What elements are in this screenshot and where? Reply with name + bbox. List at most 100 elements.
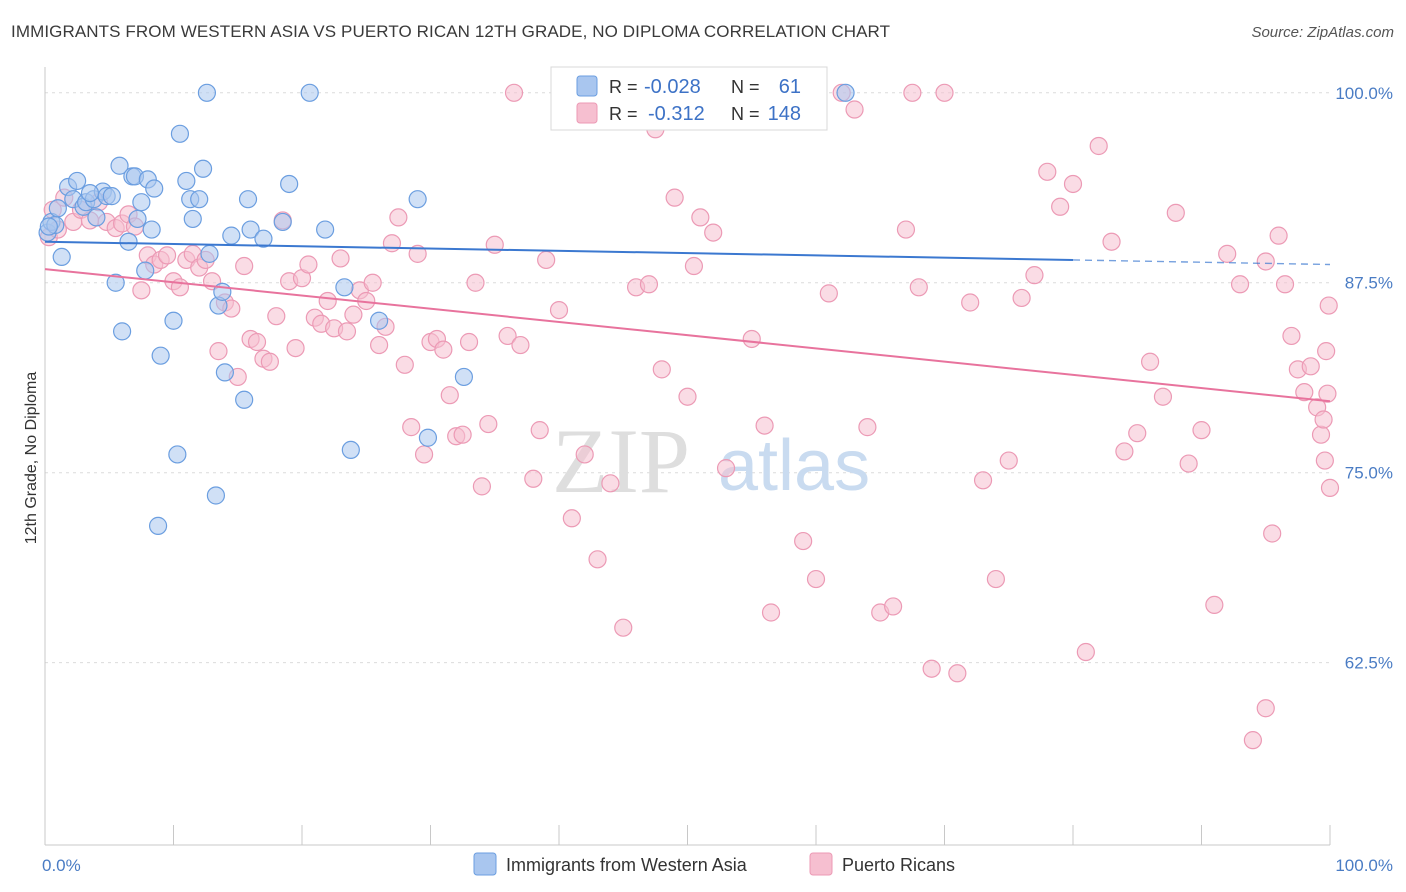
puerto-ricans-point — [466, 273, 485, 292]
puerto-ricans-point — [1012, 288, 1031, 308]
legend-n-label-1: N = — [731, 77, 760, 97]
puerto-ricans-point — [434, 340, 453, 359]
trendlines — [44, 240, 1331, 403]
western-asia-point — [200, 244, 219, 263]
puerto-ricans-point — [260, 352, 279, 371]
puerto-ricans-point — [755, 416, 774, 435]
legend-r-value-2: -0.312 — [648, 103, 705, 125]
puerto-ricans-point — [286, 338, 305, 358]
western-asia-point — [215, 363, 234, 382]
legend-r-value-1: -0.028 — [644, 76, 701, 98]
bottom-legend-label-western-asia: Immigrants from Western Asia — [506, 855, 748, 875]
x-tick-label-1: 100.0% — [1335, 856, 1393, 875]
puerto-ricans-point — [453, 425, 472, 444]
puerto-ricans-point — [1038, 162, 1057, 181]
puerto-ricans-point — [761, 603, 781, 622]
trendline-puerto-ricans — [44, 268, 1331, 403]
bottom-legend-swatch-blue — [473, 852, 497, 876]
bottom-legend-label-puerto-ricans: Puerto Ricans — [842, 855, 955, 875]
legend-r-label-2: R = — [609, 104, 638, 124]
puerto-ricans-point — [1128, 424, 1147, 443]
puerto-ricans-point — [1319, 296, 1338, 315]
western-asia-point — [142, 220, 161, 239]
puerto-ricans-point — [704, 223, 723, 242]
western-asia-point — [87, 208, 106, 227]
legend-n-value-1: 61 — [779, 76, 801, 98]
puerto-ricans-point — [691, 208, 710, 227]
puerto-ricans-point — [402, 418, 421, 437]
puerto-ricans-point — [132, 281, 151, 300]
western-asia-point — [145, 179, 164, 198]
puerto-ricans-point — [498, 326, 517, 346]
puerto-ricans-point — [504, 83, 524, 102]
western-asia-point — [280, 174, 299, 194]
puerto-ricans-point — [922, 659, 941, 678]
puerto-ricans-point — [408, 244, 427, 263]
legend: R = -0.028 N = 61 R = -0.312 N = 148 — [550, 66, 828, 131]
western-asia-point — [132, 193, 151, 212]
western-asia-point — [177, 171, 196, 191]
puerto-ricans-point — [1063, 174, 1083, 194]
puerto-ricans-point — [337, 322, 357, 341]
puerto-ricans-point — [1166, 203, 1185, 222]
puerto-ricans-point — [678, 387, 697, 406]
puerto-ricans-point — [903, 83, 922, 102]
western-asia-point — [222, 226, 241, 245]
y-tick-label-2: 87.5% — [1345, 274, 1393, 293]
puerto-ricans-point — [1320, 478, 1340, 497]
puerto-ricans-point — [524, 469, 543, 488]
y-tick-label-3: 100.0% — [1335, 84, 1393, 103]
western-asia-point — [106, 273, 125, 292]
puerto-ricans-point — [1230, 275, 1250, 294]
western-asia-point — [112, 322, 132, 341]
puerto-ricans-point — [1115, 442, 1134, 461]
puerto-ricans-point — [1256, 699, 1275, 718]
western-asia-points — [38, 83, 855, 535]
puerto-ricans-point — [948, 664, 967, 683]
western-asia-point — [254, 229, 273, 248]
puerto-ricans-point — [1243, 731, 1263, 750]
puerto-ricans-point — [961, 293, 980, 312]
puerto-ricans-point — [479, 414, 498, 434]
puerto-ricans-point — [440, 386, 459, 405]
western-asia-point — [190, 190, 209, 209]
western-asia-point — [102, 187, 121, 206]
puerto-ricans-point — [1179, 454, 1198, 473]
puerto-ricans-point — [511, 335, 530, 355]
y-tick-label-0: 62.5% — [1345, 654, 1393, 673]
puerto-ricans-point — [549, 300, 569, 320]
western-asia-point — [370, 311, 389, 330]
puerto-ricans-point — [1025, 266, 1044, 285]
puerto-ricans-point — [370, 335, 389, 355]
puerto-ricans-point — [1314, 410, 1333, 429]
western-asia-point — [148, 516, 168, 535]
western-asia-point — [300, 83, 319, 102]
chart-title: IMMIGRANTS FROM WESTERN ASIA VS PUERTO R… — [11, 22, 891, 41]
puerto-ricans-point — [1218, 244, 1237, 263]
puerto-ricans-point — [1311, 425, 1331, 444]
puerto-ricans-point — [1263, 524, 1282, 543]
puerto-ricans-point — [639, 275, 659, 294]
puerto-ricans-point — [1269, 226, 1288, 245]
puerto-ricans-point — [1301, 357, 1320, 376]
western-asia-point — [68, 171, 87, 191]
puerto-ricans-point — [575, 445, 594, 464]
y-axis-label: 12th Grade, No Diploma — [23, 372, 40, 545]
puerto-ricans-point — [588, 550, 607, 569]
puerto-ricans-point — [318, 291, 337, 311]
puerto-ricans-point — [742, 329, 761, 349]
puerto-ricans-point — [537, 250, 556, 270]
puerto-ricans-point — [601, 474, 620, 493]
legend-r-label-1: R = — [609, 77, 638, 97]
puerto-ricans-point — [909, 278, 928, 297]
puerto-ricans-point — [389, 208, 408, 227]
puerto-ricans-point — [794, 531, 813, 551]
puerto-ricans-point — [1205, 595, 1224, 615]
puerto-ricans-point — [1192, 421, 1211, 440]
puerto-ricans-point — [1153, 387, 1173, 406]
puerto-ricans-point — [1076, 642, 1095, 662]
western-asia-point — [170, 124, 190, 143]
puerto-ricans-point — [157, 246, 177, 265]
western-asia-point — [418, 428, 438, 447]
bottom-legend: Immigrants from Western Asia Puerto Rica… — [473, 852, 955, 876]
